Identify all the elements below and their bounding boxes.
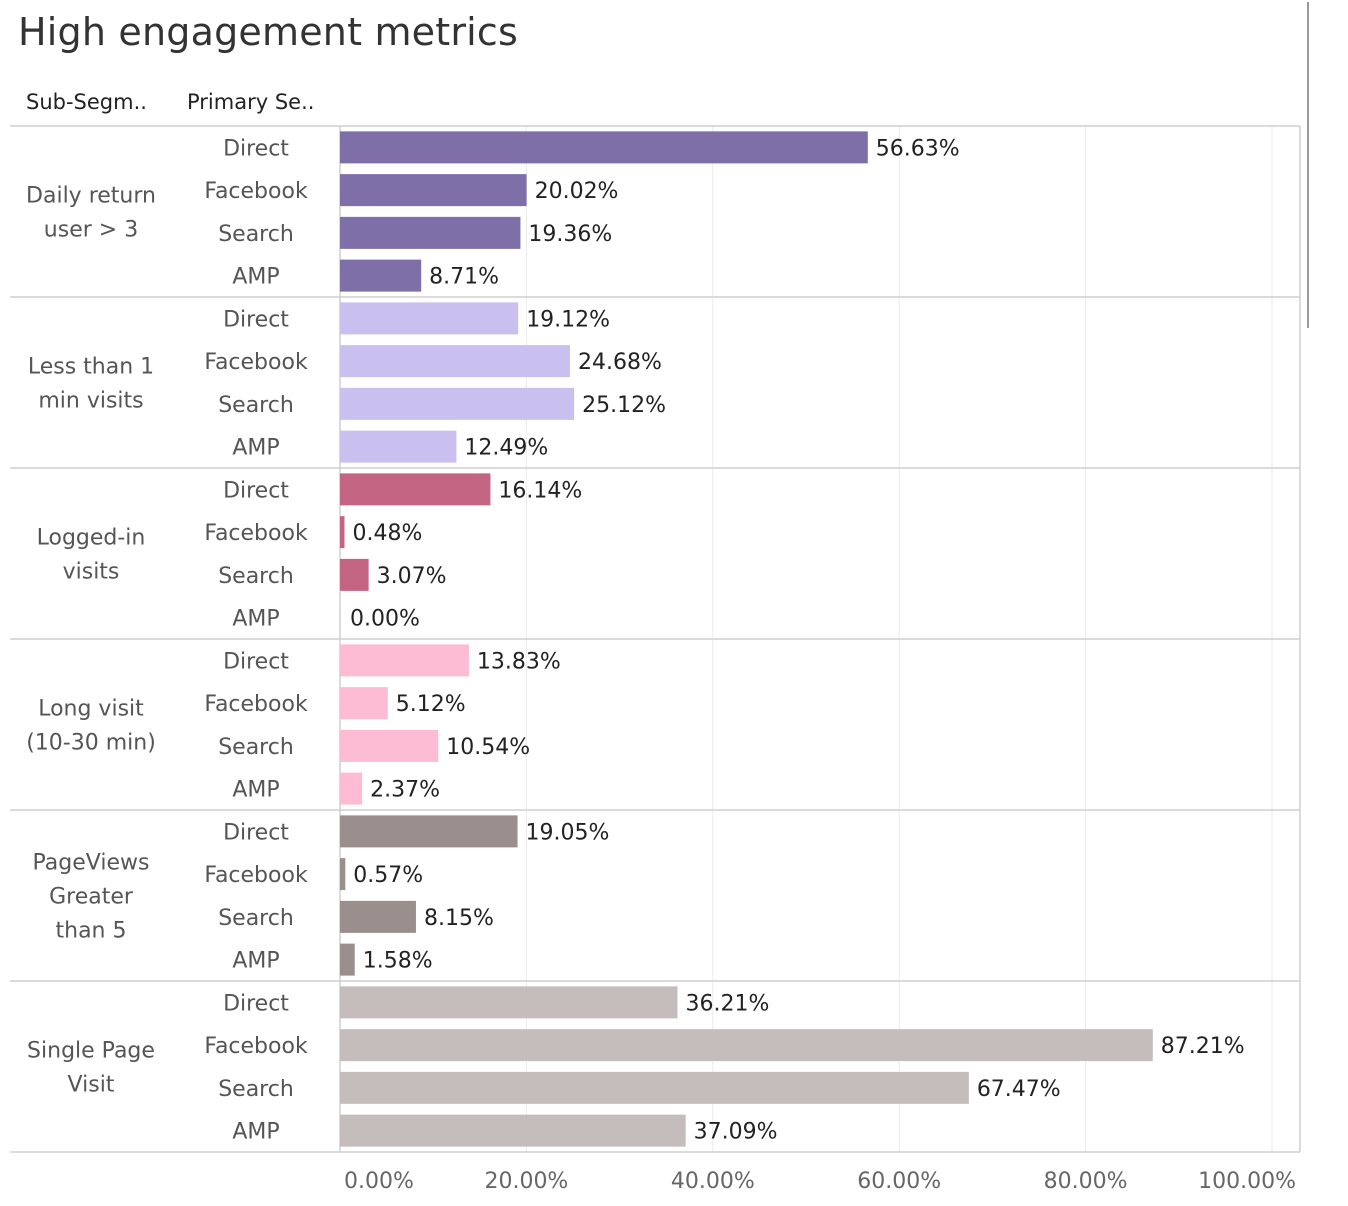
primary-segment-column-header[interactable]: Primary Se.. bbox=[187, 90, 315, 114]
bar bbox=[340, 473, 491, 506]
bar bbox=[340, 943, 355, 976]
bar-value-label: 56.63% bbox=[876, 136, 960, 161]
bar-value-label: 5.12% bbox=[396, 692, 466, 717]
primary-segment-label: Search bbox=[218, 906, 294, 931]
sub-segment-label: Less than 1 bbox=[28, 355, 154, 380]
bar bbox=[340, 1029, 1153, 1062]
primary-segment-label: Direct bbox=[223, 649, 289, 674]
bar-value-label: 0.00% bbox=[350, 607, 420, 632]
primary-segment-label: Search bbox=[218, 393, 294, 418]
primary-segment-label: Direct bbox=[223, 136, 289, 161]
primary-segment-label: Search bbox=[218, 735, 294, 760]
sub-segment-label: Daily return bbox=[26, 184, 156, 209]
x-axis-tick-label: 60.00% bbox=[857, 1169, 941, 1194]
x-axis-tick-label: 0.00% bbox=[344, 1169, 414, 1194]
bar bbox=[340, 772, 363, 805]
bar bbox=[340, 516, 345, 549]
x-axis-tick-label: 100.00% bbox=[1198, 1169, 1296, 1194]
sub-segment-column-header[interactable]: Sub-Segm.. bbox=[26, 90, 147, 114]
bar-value-label: 67.47% bbox=[977, 1077, 1061, 1102]
bar-value-label: 2.37% bbox=[370, 778, 440, 803]
primary-segment-label: Facebook bbox=[204, 179, 308, 204]
primary-segment-label: Direct bbox=[223, 307, 289, 332]
bar bbox=[340, 430, 457, 463]
primary-segment-label: AMP bbox=[232, 436, 279, 461]
bar-value-label: 19.36% bbox=[528, 222, 612, 247]
primary-segment-label: Facebook bbox=[204, 863, 308, 888]
chart-title: High engagement metrics bbox=[18, 10, 519, 54]
bar-value-label: 37.09% bbox=[694, 1120, 778, 1145]
sub-segment-label: Visit bbox=[68, 1073, 115, 1098]
sub-segment-label: user > 3 bbox=[44, 218, 138, 243]
primary-segment-label: Facebook bbox=[204, 1034, 308, 1059]
sub-segment-label: Single Page bbox=[27, 1039, 155, 1064]
x-axis-tick-label: 20.00% bbox=[484, 1169, 568, 1194]
bar bbox=[340, 729, 439, 762]
bar bbox=[340, 174, 527, 207]
bar-value-label: 1.58% bbox=[363, 949, 433, 974]
primary-segment-label: AMP bbox=[232, 1120, 279, 1145]
primary-segment-label: Direct bbox=[223, 820, 289, 845]
primary-segment-label: Search bbox=[218, 1077, 294, 1102]
bar bbox=[340, 644, 469, 677]
bar bbox=[340, 1114, 686, 1147]
bar-value-label: 87.21% bbox=[1161, 1034, 1245, 1059]
bar-value-label: 8.71% bbox=[429, 265, 499, 290]
x-axis-tick-label: 40.00% bbox=[671, 1169, 755, 1194]
bar-value-label: 12.49% bbox=[464, 436, 548, 461]
primary-segment-label: AMP bbox=[232, 778, 279, 803]
bar bbox=[340, 259, 422, 292]
bar bbox=[340, 558, 369, 591]
primary-segment-label: Direct bbox=[223, 991, 289, 1016]
primary-segment-label: AMP bbox=[232, 949, 279, 974]
x-axis-tick-label: 80.00% bbox=[1044, 1169, 1128, 1194]
bar-value-label: 8.15% bbox=[424, 906, 494, 931]
sub-segment-label: PageViews bbox=[33, 851, 150, 876]
bar bbox=[340, 687, 388, 720]
sub-segment-label: Greater bbox=[49, 885, 134, 910]
bar-value-label: 25.12% bbox=[582, 393, 666, 418]
bar bbox=[340, 900, 416, 933]
primary-segment-label: Facebook bbox=[204, 350, 308, 375]
primary-segment-label: Facebook bbox=[204, 692, 308, 717]
primary-segment-label: Facebook bbox=[204, 521, 308, 546]
primary-segment-label: Direct bbox=[223, 478, 289, 503]
bar bbox=[340, 345, 571, 378]
bar-value-label: 36.21% bbox=[685, 991, 769, 1016]
vertical-scrollbar[interactable] bbox=[1307, 2, 1309, 328]
bar-value-label: 10.54% bbox=[446, 735, 530, 760]
bar bbox=[340, 1071, 969, 1104]
sub-segment-label: visits bbox=[63, 560, 120, 585]
primary-segment-label: Search bbox=[218, 222, 294, 247]
bar bbox=[340, 815, 518, 848]
bar-value-label: 19.05% bbox=[526, 820, 610, 845]
bar-value-label: 13.83% bbox=[477, 649, 561, 674]
primary-segment-label: Search bbox=[218, 564, 294, 589]
primary-segment-label: AMP bbox=[232, 265, 279, 290]
sub-segment-label: Long visit bbox=[38, 697, 144, 722]
sub-segment-label: Logged-in bbox=[37, 526, 146, 551]
bar bbox=[340, 131, 868, 164]
primary-segment-label: AMP bbox=[232, 607, 279, 632]
bar-value-label: 24.68% bbox=[578, 350, 662, 375]
bar bbox=[340, 858, 346, 891]
sub-segment-label: (10-30 min) bbox=[26, 731, 156, 756]
bar-value-label: 20.02% bbox=[535, 179, 619, 204]
bar-value-label: 3.07% bbox=[377, 564, 447, 589]
bar bbox=[340, 302, 519, 335]
sub-segment-label: min visits bbox=[38, 389, 143, 414]
sub-segment-label: than 5 bbox=[56, 919, 127, 944]
bar bbox=[340, 986, 678, 1019]
bar bbox=[340, 216, 521, 249]
bar-value-label: 0.57% bbox=[353, 863, 423, 888]
bar-value-label: 0.48% bbox=[352, 521, 422, 546]
bar-value-label: 16.14% bbox=[498, 478, 582, 503]
bar-value-label: 19.12% bbox=[526, 307, 610, 332]
bar bbox=[340, 387, 575, 420]
